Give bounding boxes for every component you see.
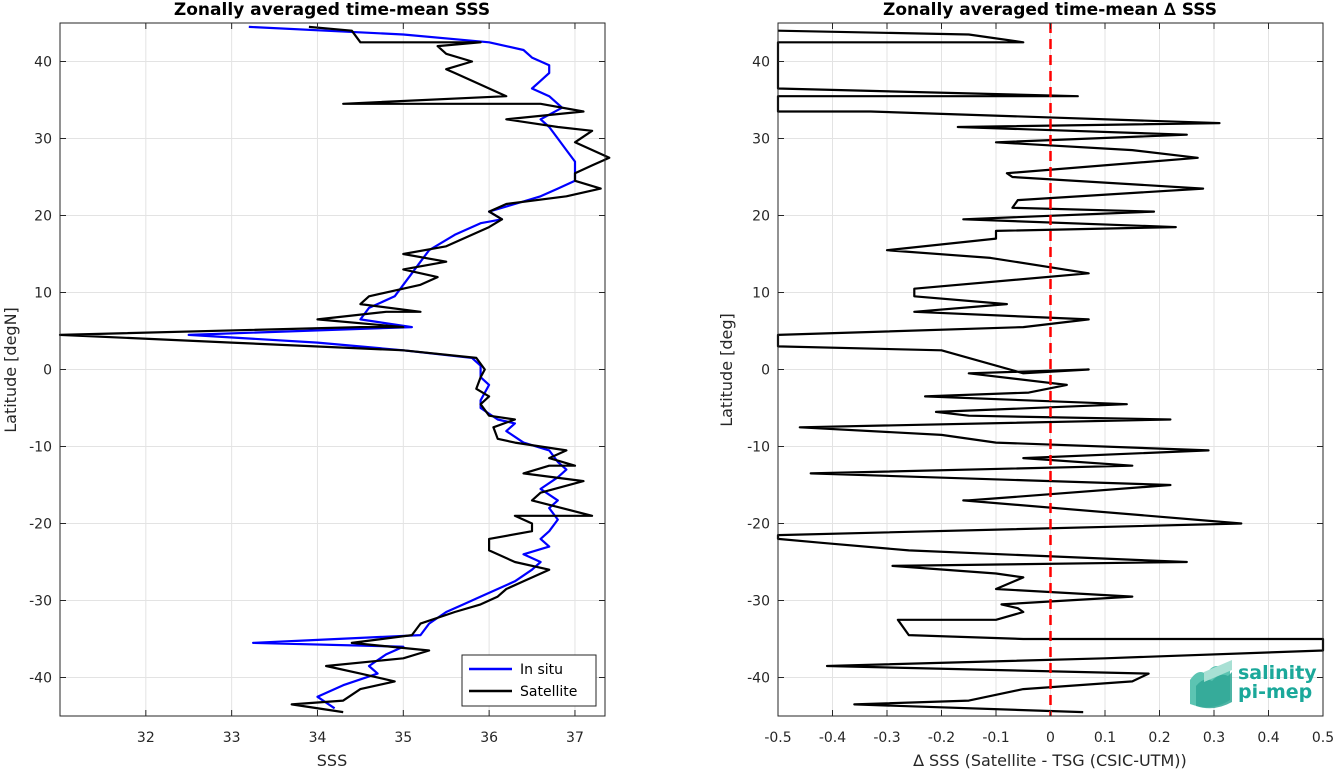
y-tick-label: -20 <box>747 517 770 533</box>
wave-logo-icon <box>1190 660 1232 709</box>
x-tick-label: -0.3 <box>873 730 900 746</box>
logo-text-line2: pi-mep <box>1238 681 1312 703</box>
left-chart-grid <box>60 23 605 716</box>
y-tick-label: -10 <box>747 440 770 456</box>
y-tick-label: -40 <box>29 671 52 687</box>
x-tick-label: 35 <box>394 730 412 746</box>
x-tick-label: -0.5 <box>764 730 791 746</box>
legend-box <box>461 654 597 707</box>
left-chart-series <box>58 25 611 714</box>
y-tick-label: 30 <box>752 132 770 148</box>
x-tick-label: 0.4 <box>1257 730 1279 746</box>
y-tick-label: -30 <box>29 594 52 610</box>
left-chart-ylabel: Latitude [degN] <box>1 307 20 433</box>
right-chart: Zonally averaged time-mean ∆ SSS -0.5 -0.… <box>717 0 1334 769</box>
series-line-satellite <box>58 25 611 714</box>
x-tick-label: 0.1 <box>1094 730 1116 746</box>
x-tick-label: 0.3 <box>1203 730 1225 746</box>
x-tick-label: 36 <box>480 730 498 746</box>
left-chart-xlabel: SSS <box>317 751 347 769</box>
x-tick-label: -0.1 <box>982 730 1009 746</box>
y-tick-label: -30 <box>747 594 770 610</box>
right-chart-ticks: -0.5 -0.4 -0.3 -0.2 -0.1 0 0.1 0.2 0.3 0.4 0.5 -40 -… <box>747 23 1334 746</box>
right-chart-xlabel: ∆ SSS (Satellite - TSG (CSIC-UTM)) <box>912 751 1186 769</box>
right-chart-title: Zonally averaged time-mean ∆ SSS <box>883 0 1217 20</box>
left-chart: Zonally averaged time-mean SSS 32 33 34 35 3… <box>1 0 611 769</box>
y-tick-label: -40 <box>747 671 770 687</box>
legend-label-in-situ: In situ <box>520 662 563 678</box>
x-tick-label: 32 <box>137 730 155 746</box>
right-chart-ylabel: Latitude [deg] <box>717 313 736 427</box>
y-tick-label: -10 <box>29 440 52 456</box>
x-tick-label: 0 <box>1046 730 1055 746</box>
left-chart-title: Zonally averaged time-mean SSS <box>174 0 490 20</box>
y-tick-label: 30 <box>34 132 52 148</box>
y-tick-label: 10 <box>752 286 770 302</box>
legend-label-satellite: Satellite <box>520 684 577 700</box>
y-tick-label: 40 <box>34 55 52 71</box>
left-chart-ticks: 32 33 34 35 36 37 -40 -30 -20 -10 0 10 20 30 40 <box>29 23 605 746</box>
x-tick-label: -0.2 <box>928 730 955 746</box>
right-chart-series <box>776 29 1325 714</box>
x-tick-label: 34 <box>309 730 327 746</box>
series-line-right-0 <box>776 29 1325 714</box>
y-tick-label: 10 <box>34 286 52 302</box>
x-tick-label: -0.4 <box>819 730 846 746</box>
series-line-in-situ <box>187 25 577 710</box>
x-tick-label: 0.2 <box>1148 730 1170 746</box>
x-tick-label: 37 <box>566 730 584 746</box>
x-tick-label: 33 <box>223 730 241 746</box>
y-tick-label: 0 <box>761 363 770 379</box>
y-tick-label: 40 <box>752 55 770 71</box>
salinity-pi-mep-logo: salinity pi-mep <box>1190 660 1317 709</box>
y-tick-label: -20 <box>29 517 52 533</box>
y-tick-label: 0 <box>43 363 52 379</box>
legend: In situ Satellite <box>461 654 597 707</box>
y-tick-label: 20 <box>34 209 52 225</box>
logo-text-line1: salinity <box>1238 662 1317 684</box>
x-tick-label: 0.5 <box>1312 730 1334 746</box>
y-tick-label: 20 <box>752 209 770 225</box>
